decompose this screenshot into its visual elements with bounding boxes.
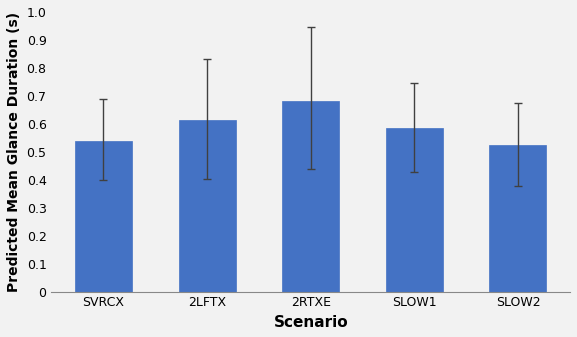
Y-axis label: Predicted Mean Glance Duration (s): Predicted Mean Glance Duration (s) (7, 12, 21, 292)
Bar (282, 101, 339, 292)
Bar (386, 128, 443, 292)
Bar (178, 120, 235, 292)
Bar (75, 141, 132, 292)
X-axis label: Scenario: Scenario (273, 315, 348, 330)
Bar (489, 145, 546, 292)
